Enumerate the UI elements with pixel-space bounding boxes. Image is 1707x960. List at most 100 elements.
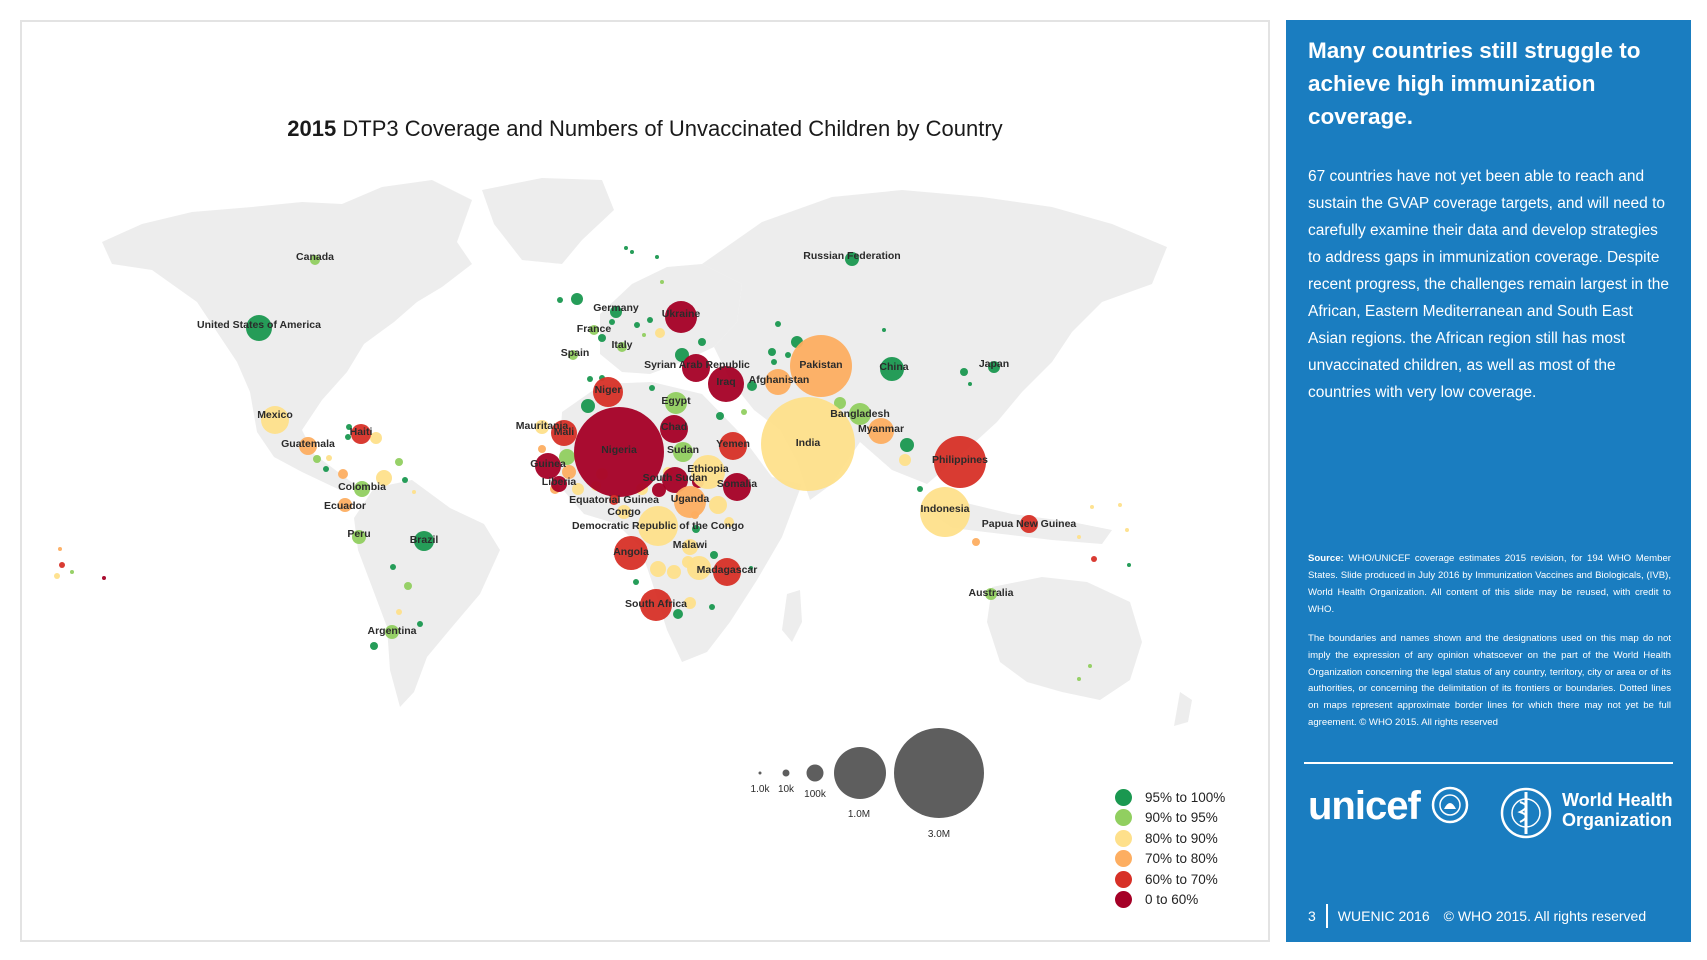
country-bubble <box>709 496 727 514</box>
country-label: Haiti <box>350 426 373 438</box>
size-legend-label: 1.0k <box>751 784 771 795</box>
slide-footer: 3 WUENIC 2016 © WHO 2015. All rights res… <box>1308 904 1673 928</box>
country-bubble <box>354 481 370 497</box>
country-label: Equatorial Guinea <box>569 494 659 506</box>
country-bubble <box>1091 556 1097 562</box>
country-label: Ethiopia <box>687 463 729 475</box>
country-bubble <box>402 477 408 483</box>
country-label: Iraq <box>716 376 735 388</box>
country-bubble <box>647 317 653 323</box>
legend-item: 70% to 80% <box>1115 849 1225 870</box>
country-bubble <box>868 418 894 444</box>
size-legend-bubble <box>782 769 790 777</box>
country-label: Syrian Arab Republic <box>644 359 750 371</box>
country-bubble <box>404 582 412 590</box>
country-bubble <box>1077 677 1081 681</box>
country-bubble <box>338 469 348 479</box>
country-bubble <box>724 517 734 527</box>
legend-item: 80% to 90% <box>1115 828 1225 849</box>
unicef-logo: unicef <box>1308 784 1470 829</box>
country-bubble <box>1020 515 1038 533</box>
country-bubble <box>960 368 968 376</box>
country-bubble <box>610 306 622 318</box>
country-label: Democratic Republic of the Congo <box>572 520 744 532</box>
country-label: Canada <box>296 251 334 263</box>
legend-label: 90% to 95% <box>1145 810 1218 826</box>
country-bubble <box>313 455 321 463</box>
land-north-america <box>102 180 472 490</box>
country-bubble <box>299 437 317 455</box>
size-legend-label: 1.0M <box>848 809 870 820</box>
disclaimer-text: The boundaries and names shown and the d… <box>1308 633 1671 728</box>
source-label: Source: <box>1308 553 1344 564</box>
country-bubble <box>310 255 320 265</box>
size-legend-bubble <box>758 771 762 775</box>
country-bubble <box>572 483 584 495</box>
size-legend-bubble <box>894 728 984 818</box>
country-bubble <box>968 382 972 386</box>
country-labels: Canada United States of America Mexico Guat… <box>197 250 1076 637</box>
country-bubble <box>638 506 678 546</box>
country-bubble <box>917 486 923 492</box>
country-bubble <box>559 449 575 465</box>
country-bubble <box>551 476 567 492</box>
panel-body-text: 67 countries have not yet been able to r… <box>1308 168 1670 401</box>
country-label: China <box>879 361 908 373</box>
country-label: United States of America <box>197 319 321 331</box>
footer-copyright: © WHO 2015. All rights reserved <box>1443 908 1647 924</box>
map-title: 2015 DTP3 Coverage and Numbers of Unvacc… <box>22 116 1268 142</box>
country-bubble <box>650 561 666 577</box>
country-bubble <box>535 420 549 434</box>
legend-item: 60% to 70% <box>1115 869 1225 890</box>
country-bubble <box>614 536 648 570</box>
country-label: Papua New Guinea <box>982 518 1077 530</box>
country-label: Japan <box>979 358 1009 370</box>
country-bubble <box>54 573 60 579</box>
country-bubble <box>246 315 272 341</box>
map-title-text: DTP3 Coverage and Numbers of Unvaccinate… <box>336 116 1003 141</box>
size-legend-bubble <box>806 764 824 782</box>
country-bubble <box>1090 505 1094 509</box>
country-bubble <box>710 551 718 559</box>
country-bubble <box>370 642 378 650</box>
legend-item: 95% to 100% <box>1115 787 1225 808</box>
country-bubble <box>655 255 659 259</box>
country-label: Peru <box>347 528 370 540</box>
country-label: Guatemala <box>281 438 335 450</box>
country-bubble <box>609 495 619 505</box>
country-bubble <box>920 487 970 537</box>
legend-label: 60% to 70% <box>1145 871 1218 887</box>
country-bubble <box>934 436 986 488</box>
country-bubble <box>660 280 664 284</box>
country-label: Germany <box>593 302 639 314</box>
country-label: Australia <box>969 587 1014 599</box>
country-bubble <box>370 432 382 444</box>
country-bubble <box>323 466 329 472</box>
country-bubble <box>985 588 997 600</box>
country-label: Colombia <box>338 481 386 493</box>
country-bubble <box>551 420 577 446</box>
country-bubble <box>665 392 687 414</box>
country-bubble <box>761 397 855 491</box>
who-emblem-icon <box>1500 787 1552 839</box>
legend-swatch <box>1115 870 1132 888</box>
country-bubble <box>682 539 698 555</box>
country-bubble <box>845 252 859 266</box>
country-bubble <box>633 579 639 585</box>
country-bubble <box>765 369 791 395</box>
country-bubble <box>692 525 700 533</box>
unicef-emblem-icon <box>1431 786 1469 824</box>
country-label: South Sudan <box>643 472 708 484</box>
country-label: Ukraine <box>662 308 701 320</box>
legend-label: 0 to 60% <box>1145 892 1199 908</box>
country-label: Niger <box>595 384 622 396</box>
country-label: Guinea <box>530 458 566 470</box>
country-bubble <box>972 538 980 546</box>
land-madagascar <box>782 590 802 642</box>
country-bubble <box>634 322 640 328</box>
country-label: Angola <box>613 546 649 558</box>
country-label: Afghanistan <box>749 374 810 386</box>
panel-headline: Many countries still struggle to achieve… <box>1308 38 1641 129</box>
country-label: Brazil <box>410 534 439 546</box>
country-label: Pakistan <box>799 359 842 371</box>
